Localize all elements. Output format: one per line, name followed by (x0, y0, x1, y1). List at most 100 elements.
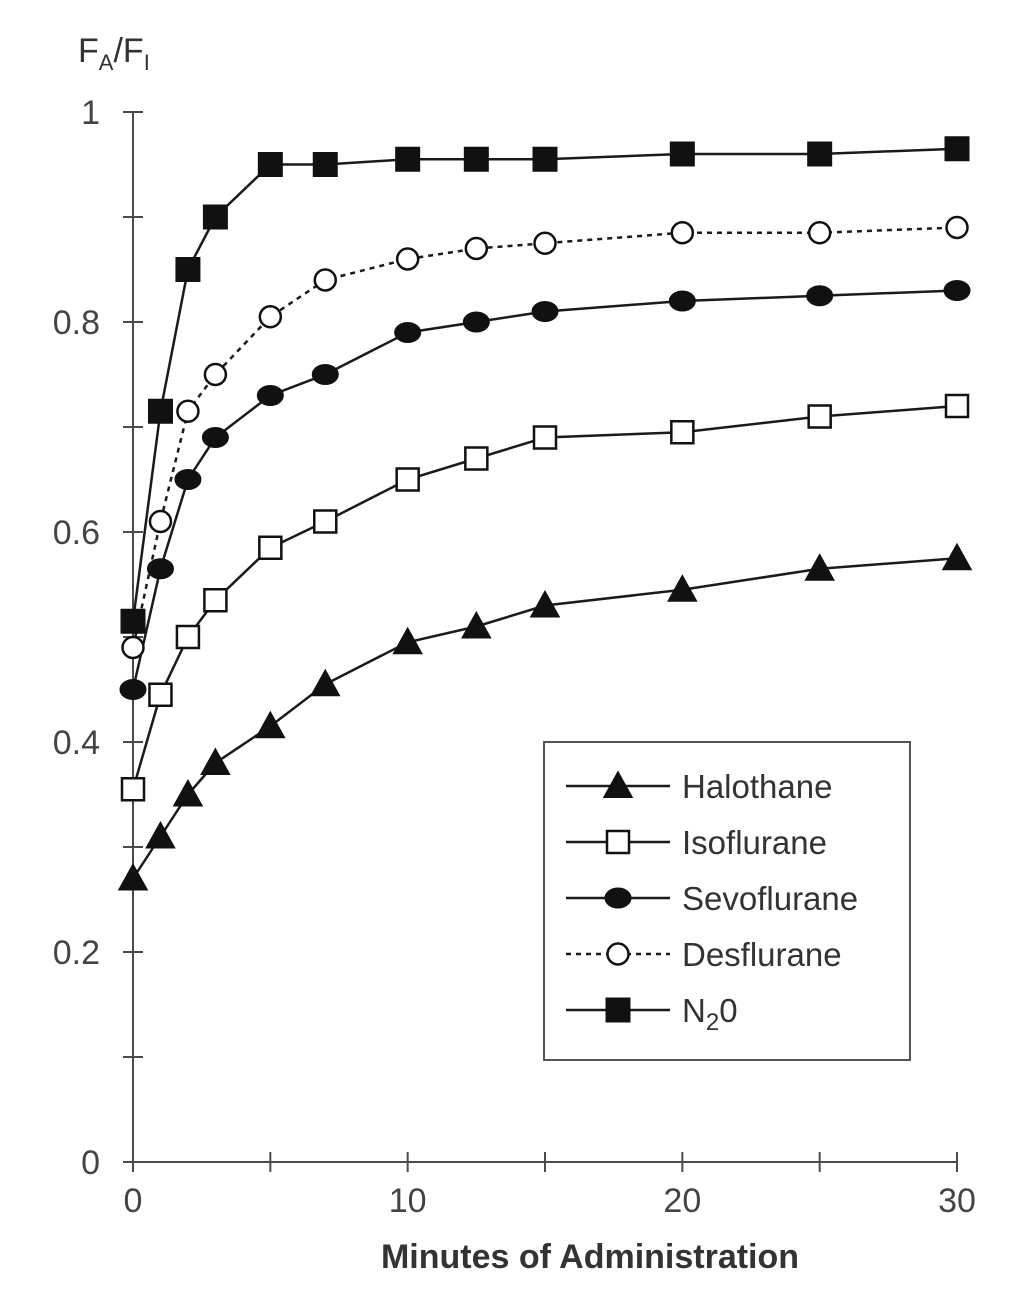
data-point (312, 152, 338, 177)
data-point (670, 221, 695, 245)
data-point (461, 610, 492, 639)
x-tick-label: 0 (124, 1182, 143, 1220)
data-point (121, 635, 145, 660)
data-point (313, 509, 338, 534)
series-1 (120, 393, 970, 802)
y-tick-label: 1 (81, 94, 100, 132)
data-point (148, 682, 173, 707)
data-point (533, 231, 557, 255)
data-point (202, 204, 228, 230)
series-2 (119, 280, 971, 700)
data-point (203, 588, 228, 613)
data-point (309, 668, 341, 697)
data-point (392, 626, 423, 655)
series-line (131, 289, 958, 690)
data-point (257, 152, 283, 177)
legend: Halothane Isoflurane Sevoflurane Desflurane… (543, 741, 911, 1061)
data-point (175, 257, 201, 282)
data-point (120, 608, 146, 634)
data-point (464, 446, 489, 471)
data-point (117, 862, 149, 891)
series-3 (121, 215, 969, 660)
data-point (256, 385, 284, 406)
data-point (172, 778, 204, 807)
y-axis-title-sub2: I (144, 50, 150, 75)
legend-marker (606, 942, 630, 966)
data-point (804, 553, 835, 581)
data-point (145, 820, 176, 849)
legend-label: Desflurane (682, 936, 842, 973)
data-point (395, 247, 420, 271)
legend-items: Halothane Isoflurane Sevoflurane Desflurane… (566, 768, 858, 1036)
data-point (667, 574, 698, 602)
legend-marker (602, 770, 634, 798)
data-point (945, 215, 969, 240)
y-tick-label: 0.8 (53, 304, 100, 342)
data-point (944, 136, 970, 162)
y-axis-title: FA/FI (78, 32, 150, 75)
legend-label: Isoflurane (682, 824, 827, 861)
legend-label: N20 (682, 992, 738, 1036)
data-point (807, 221, 832, 245)
data-point (258, 305, 283, 329)
x-tick-label: 20 (663, 1182, 701, 1220)
data-point (395, 467, 420, 492)
legend-item: N20 (566, 992, 738, 1036)
data-point (941, 542, 973, 571)
data-point (395, 146, 421, 172)
y-tick-label: 0 (81, 1144, 100, 1182)
data-point (529, 589, 561, 618)
legend-marker (605, 829, 631, 855)
data-point (203, 362, 228, 387)
data-point (255, 710, 286, 739)
data-point (120, 777, 146, 802)
data-point (311, 364, 339, 385)
data-point (174, 469, 202, 490)
data-point (944, 393, 970, 419)
data-point (670, 420, 695, 445)
series-4 (120, 136, 970, 634)
data-point (176, 399, 200, 423)
legend-item: Sevoflurane (566, 880, 858, 917)
data-point (200, 747, 231, 775)
series-0 (117, 542, 973, 891)
y-tick-label: 0.2 (53, 934, 100, 972)
x-tick-label: 30 (938, 1182, 976, 1220)
data-point (806, 285, 834, 307)
y-axis-title-main: F (78, 32, 99, 70)
x-tick-label: 10 (389, 1182, 427, 1220)
data-point (258, 535, 283, 560)
data-point (119, 679, 147, 700)
data-point (394, 322, 422, 343)
x-axis-title: Minutes of Administration (381, 1238, 799, 1276)
y-axis-title-sep: /F (113, 32, 143, 70)
series-line (131, 147, 958, 622)
data-point (669, 141, 695, 167)
y-tick-label: 0.4 (53, 724, 100, 762)
x-ticks: 0 10 20 30 (124, 1152, 976, 1220)
legend-marker (605, 997, 631, 1023)
y-tick-label: 0.6 (53, 514, 100, 552)
legend-marker (604, 887, 632, 909)
series-layer (117, 136, 973, 891)
data-point (807, 404, 832, 429)
legend-label: Halothane (682, 768, 832, 805)
data-point (668, 290, 696, 312)
legend-item: Halothane (566, 768, 832, 805)
legend-item: Desflurane (566, 936, 842, 973)
legend-label: Sevoflurane (682, 880, 858, 917)
data-point (146, 558, 174, 580)
data-point (148, 509, 173, 534)
y-axis-title-sub1: A (99, 50, 114, 75)
data-point (147, 398, 173, 424)
data-point (464, 236, 489, 261)
data-point (462, 311, 490, 333)
data-point (532, 425, 558, 450)
data-point (175, 624, 201, 650)
data-point (943, 280, 971, 301)
data-point (532, 146, 558, 172)
series-line (131, 226, 958, 648)
legend-item: Isoflurane (566, 824, 827, 861)
data-point (531, 301, 559, 322)
